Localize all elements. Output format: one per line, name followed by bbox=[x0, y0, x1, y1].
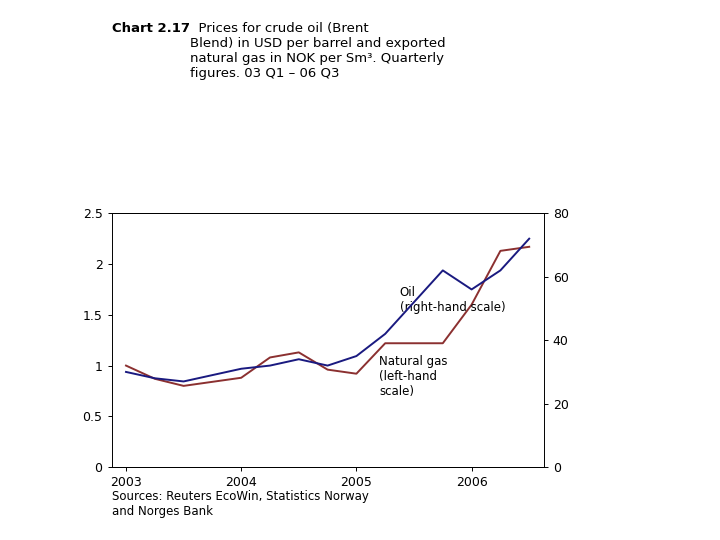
Text: Oil
(right-hand scale): Oil (right-hand scale) bbox=[400, 286, 505, 314]
Text: Natural gas
(left-hand
scale): Natural gas (left-hand scale) bbox=[379, 355, 448, 399]
Text: Sources: Reuters EcoWin, Statistics Norway
and Norges Bank: Sources: Reuters EcoWin, Statistics Norw… bbox=[112, 490, 369, 518]
Text: Prices for crude oil (Brent
Blend) in USD per barrel and exported
natural gas in: Prices for crude oil (Brent Blend) in US… bbox=[189, 22, 445, 79]
Text: Chart 2.17: Chart 2.17 bbox=[112, 22, 189, 35]
